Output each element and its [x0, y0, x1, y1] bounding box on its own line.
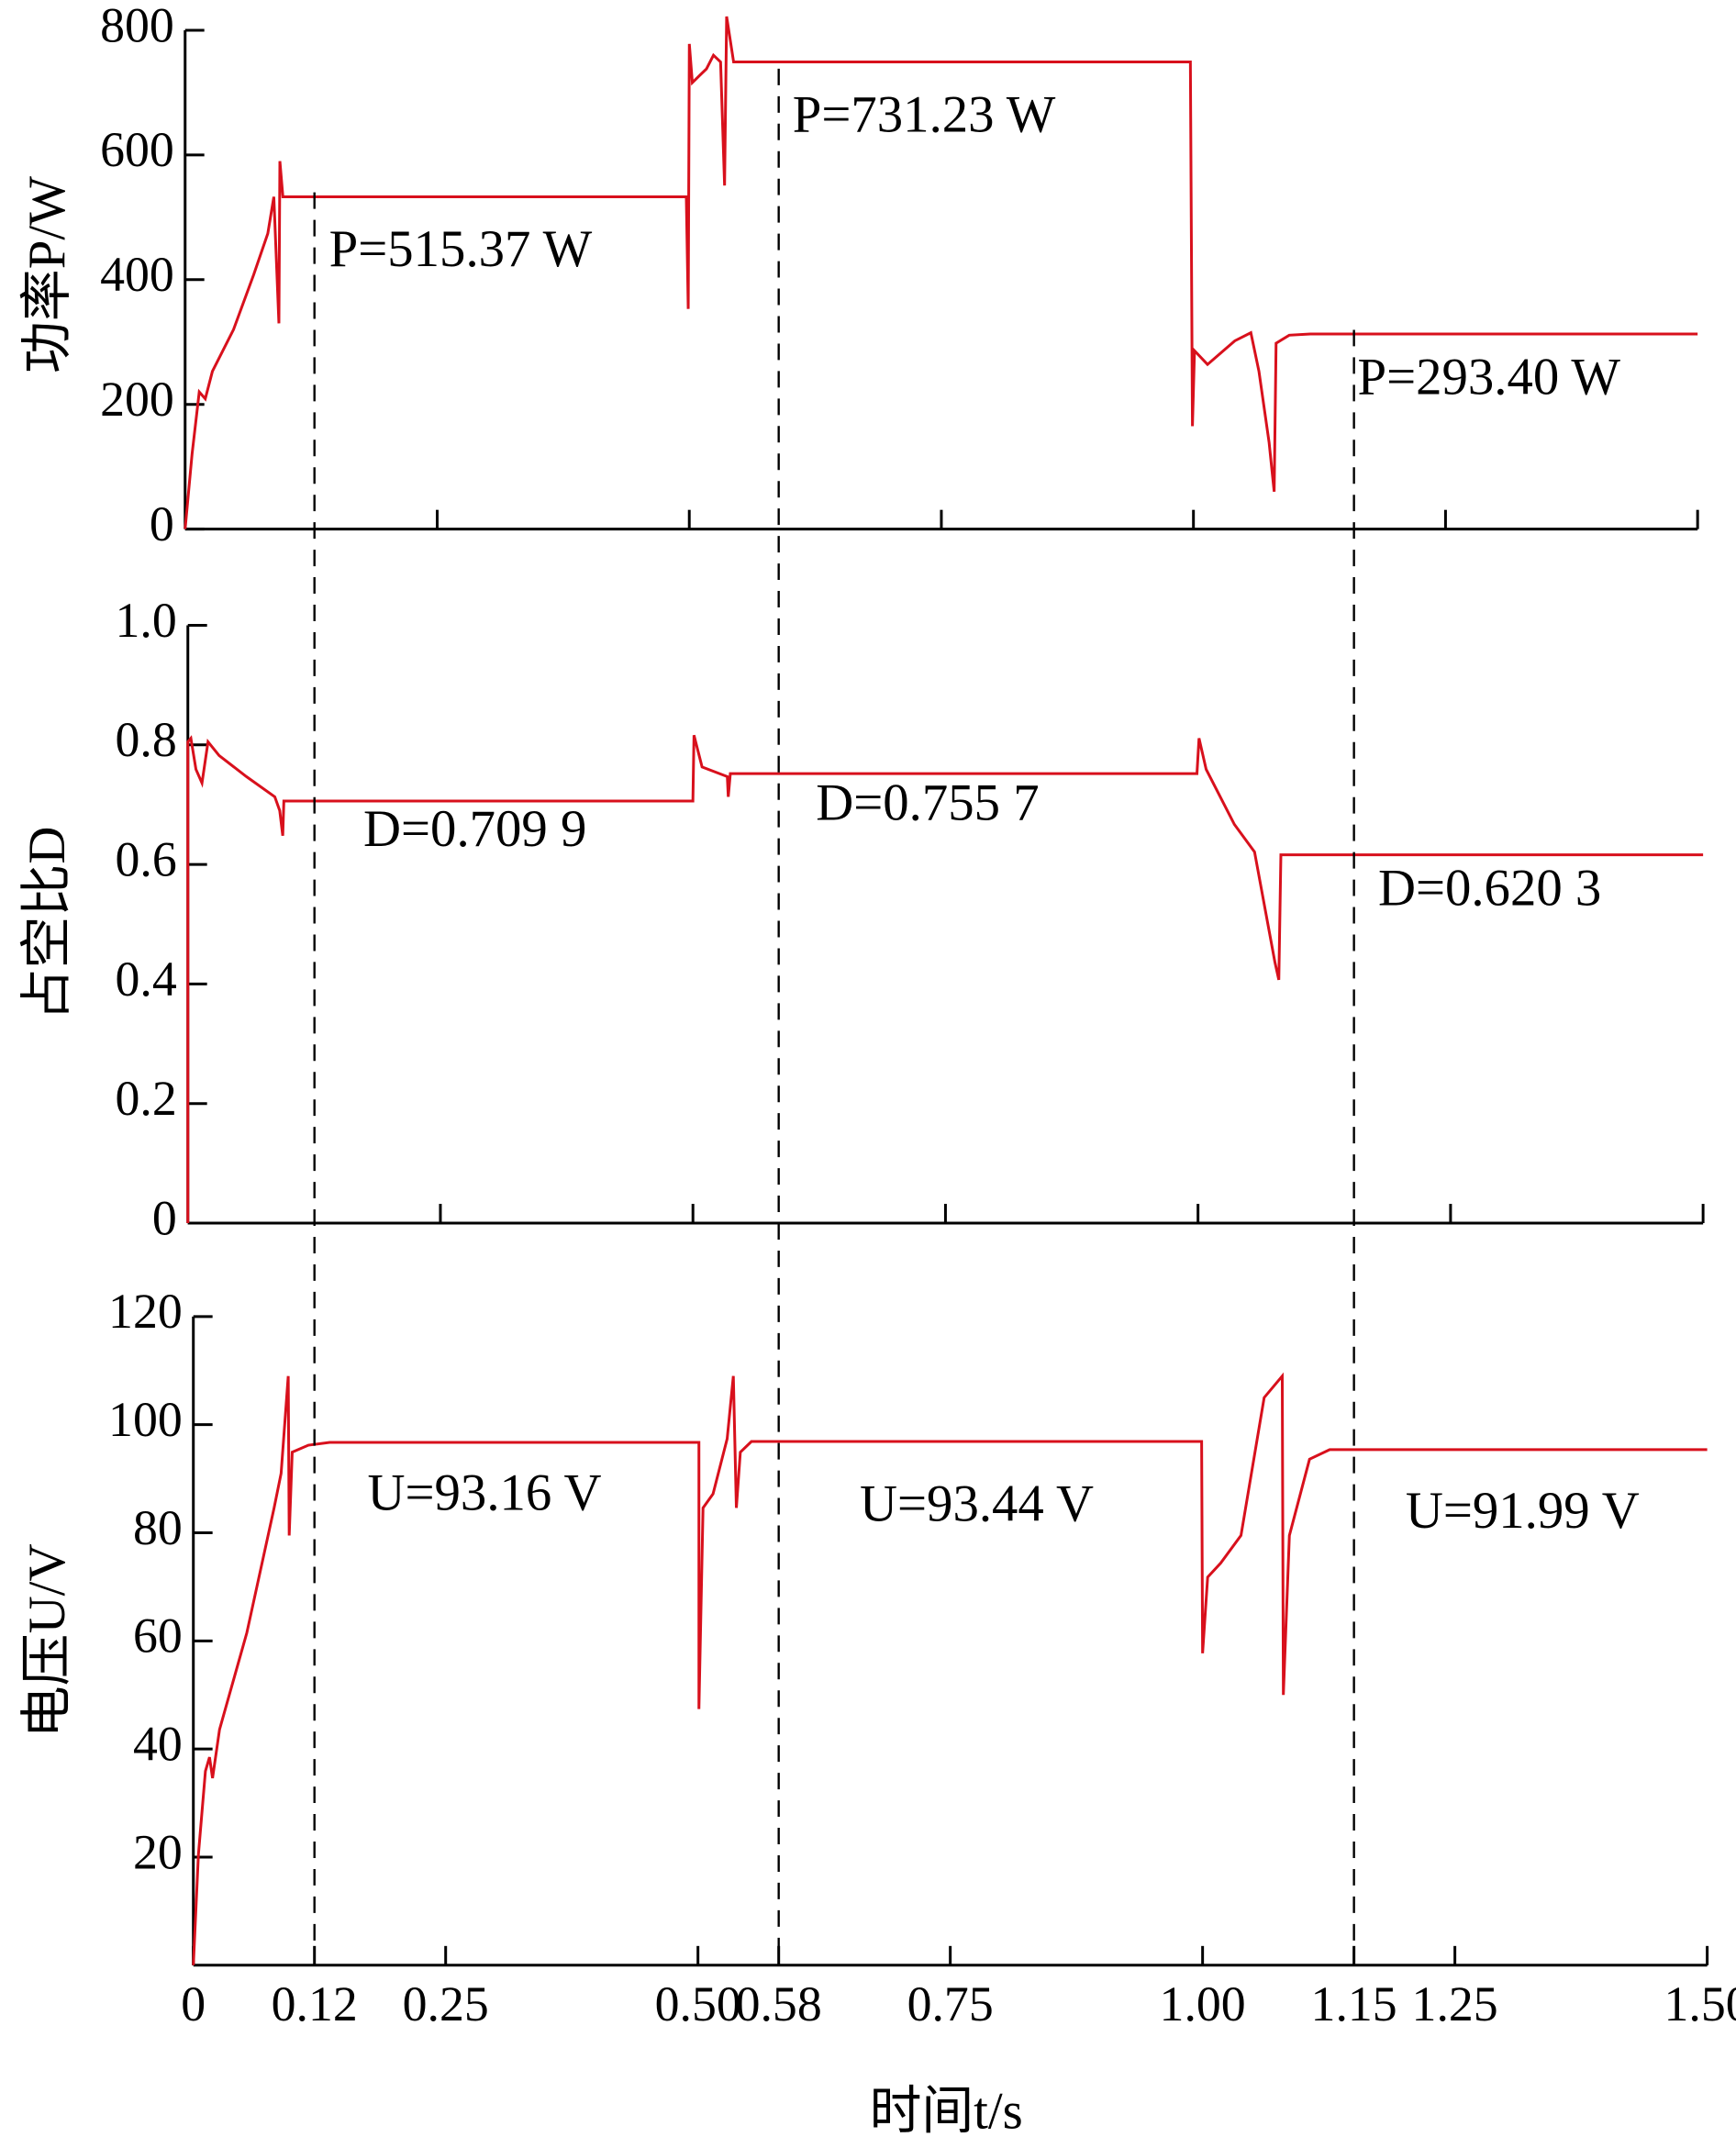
y-tick-label: 100	[108, 1392, 183, 1447]
x-tick-label: 0.25	[403, 1976, 489, 2031]
y-tick-label: 200	[100, 372, 174, 427]
annotation: D=0.755 7	[816, 774, 1039, 832]
y-tick-label: 0	[150, 496, 174, 551]
x-tick-label: 0.12	[272, 1976, 358, 2031]
annotation: U=93.16 V	[368, 1464, 602, 1522]
x-tick-label: 0.50	[655, 1976, 741, 2031]
y-tick-label: 600	[100, 122, 174, 177]
data-line	[186, 734, 1704, 1224]
x-tick-label: 1.25	[1412, 1976, 1498, 2031]
annotation: P=515.37 W	[329, 220, 593, 278]
annotation: U=91.99 V	[1406, 1482, 1640, 1540]
y-tick-label: 1.0	[116, 593, 177, 648]
y-tick-label: 0.4	[116, 952, 177, 1007]
annotation: U=93.44 V	[860, 1475, 1094, 1533]
y-axis-title: 功率P/W	[18, 176, 76, 373]
y-tick-label: 0.8	[116, 712, 177, 767]
y-tick-label: 0.2	[116, 1071, 177, 1126]
annotation: D=0.709 9	[363, 800, 586, 858]
data-line	[192, 1372, 1708, 1965]
annotation: D=0.620 3	[1378, 860, 1601, 918]
annotation: P=731.23 W	[793, 85, 1056, 143]
x-tick-label: 1.15	[1311, 1976, 1397, 2031]
y-tick-label: 20	[133, 1824, 183, 1879]
y-tick-label: 0.6	[116, 831, 177, 886]
y-tick-label: 40	[133, 1716, 183, 1771]
x-tick-label: 1.00	[1160, 1976, 1246, 2031]
y-tick-label: 400	[100, 247, 174, 302]
x-tick-label: 1.50	[1664, 1976, 1736, 2031]
annotation: P=293.40 W	[1358, 348, 1621, 406]
data-line	[184, 16, 1698, 529]
y-axis-title: 占空比D	[18, 827, 76, 1021]
x-tick-label: 0.58	[736, 1976, 822, 2031]
y-tick-label: 0	[152, 1190, 177, 1245]
x-tick-label: 0	[181, 1976, 206, 2031]
y-tick-label: 120	[108, 1284, 183, 1339]
x-axis-title: 时间t/s	[870, 2083, 1023, 2141]
x-tick-label: 0.75	[907, 1976, 994, 2031]
y-axis-title: 电压U/V	[18, 1543, 76, 1738]
y-tick-label: 80	[133, 1500, 183, 1555]
y-tick-label: 60	[133, 1608, 183, 1664]
y-tick-label: 800	[100, 0, 174, 52]
